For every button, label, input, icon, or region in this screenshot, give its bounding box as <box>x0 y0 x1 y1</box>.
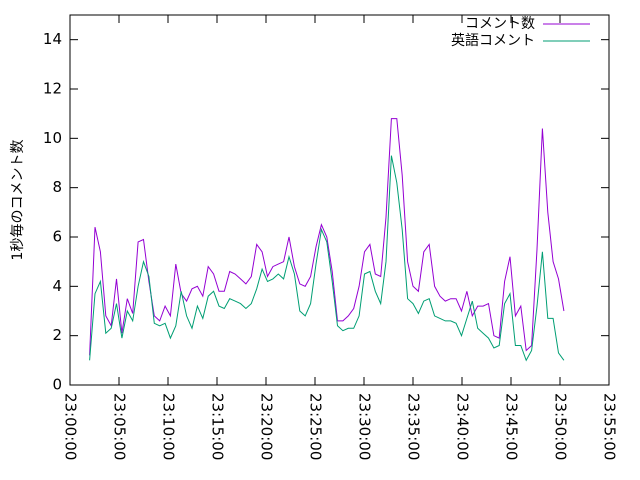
x-tick-label: 23:20:00 <box>258 393 276 460</box>
y-tick-label: 10 <box>43 129 62 147</box>
y-tick-label: 0 <box>52 376 62 394</box>
x-tick-label: 23:35:00 <box>405 393 423 460</box>
legend-label: 英語コメント <box>451 32 535 49</box>
y-tick-label: 2 <box>52 326 62 344</box>
x-tick-label: 23:45:00 <box>503 393 521 460</box>
y-tick-label: 14 <box>43 30 62 48</box>
y-tick-label: 6 <box>52 228 62 246</box>
data-line <box>89 118 565 356</box>
y-axis-label: 1秒毎のコメント数 <box>10 140 26 261</box>
x-tick-label: 23:05:00 <box>111 393 129 460</box>
y-tick-label: 8 <box>52 178 62 196</box>
plot-frame <box>69 14 610 386</box>
x-tick-label: 23:00:00 <box>62 393 80 460</box>
x-tick-label: 23:25:00 <box>307 393 325 460</box>
x-tick-label: 23:55:00 <box>601 393 619 460</box>
x-tick-label: 23:15:00 <box>209 393 227 460</box>
x-tick-label: 23:40:00 <box>454 393 472 460</box>
x-tick-label: 23:30:00 <box>356 393 374 460</box>
y-tick-label: 12 <box>43 80 62 98</box>
x-tick-label: 23:10:00 <box>160 393 178 460</box>
data-line <box>89 155 565 362</box>
x-tick-label: 23:50:00 <box>552 393 570 460</box>
legend-label: コメント数 <box>465 16 535 32</box>
y-tick-label: 4 <box>52 277 62 295</box>
